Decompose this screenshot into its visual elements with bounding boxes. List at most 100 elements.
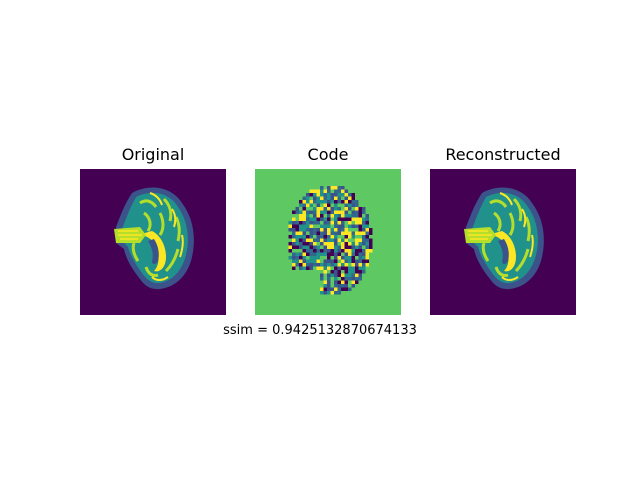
code-pixel [295,221,299,225]
code-pixel [355,228,359,232]
code-pixel [348,263,352,267]
code-pixel [348,259,352,263]
code-pixel [292,235,296,239]
code-pixel [334,207,338,211]
code-pixel [351,210,355,214]
code-pixel [351,200,355,204]
code-pixel [323,214,327,218]
code-pixel [330,217,334,221]
code-pixel [358,245,362,249]
code-pixel [341,245,345,249]
code-pixel [348,207,352,211]
code-pixel [288,238,292,242]
code-pixel [365,228,369,232]
code-pixel [323,280,327,284]
code-pixel [334,214,338,218]
code-pixel [362,235,366,239]
code-pixel [341,210,345,214]
code-pixel [358,221,362,225]
code-pixel [320,291,324,295]
code-pixel [351,207,355,211]
code-pixel [334,200,338,204]
code-pixel [344,252,348,256]
code-pixel [302,196,306,200]
code-pixel [327,196,331,200]
code-pixel [327,273,331,277]
code-pixel [309,231,313,235]
code-pixel [316,245,320,249]
code-pixel [362,270,366,274]
original-image [80,169,226,315]
code-pixel [344,231,348,235]
code-pixel [365,214,369,218]
code-pixel [288,228,292,232]
code-pixel [351,259,355,263]
code-pixel [327,249,331,253]
code-pixel [320,186,324,190]
code-pixel [337,207,341,211]
code-pixel [302,231,306,235]
code-pixel [334,231,338,235]
code-pixel [341,193,345,197]
code-pixel [337,284,341,288]
code-pixel [344,266,348,270]
code-pixel [344,210,348,214]
code-pixel [320,221,324,225]
code-pixel [351,252,355,256]
code-pixel [351,231,355,235]
code-pixel [292,245,296,249]
code-pixel [327,214,331,218]
code-pixel [341,277,345,281]
code-pixel [341,235,345,239]
code-pixel [355,259,359,263]
code-pixel [351,221,355,225]
code-pixel [358,277,362,281]
code-pixel [351,245,355,249]
code-pixel [358,263,362,267]
code-pixel [323,270,327,274]
code-pixel [355,266,359,270]
code-pixel [320,235,324,239]
code-pixel [323,207,327,211]
code-pixel [295,238,299,242]
code-pixel [355,207,359,211]
code-pixel [320,193,324,197]
code-pixel [299,228,303,232]
code-pixel [355,256,359,260]
code-pixel [341,287,345,291]
code-pixel [344,270,348,274]
code-pixel [334,203,338,207]
code-pixel [316,224,320,228]
code-pixel [341,228,345,232]
code-pixel [348,270,352,274]
code-pixel [365,256,369,260]
code-pixel [313,231,317,235]
code-pixel [299,203,303,207]
code-pixel [344,203,348,207]
code-pixel [355,280,359,284]
code-pixel [323,231,327,235]
code-pixel [362,217,366,221]
code-pixel [330,221,334,225]
code-pixel [341,284,345,288]
code-pixel [313,189,317,193]
reconstructed-brain-scan [430,169,576,315]
code-pixel [334,291,338,295]
code-pixel [320,214,324,218]
code-pixel [327,256,331,260]
code-pixel [344,263,348,267]
code-pixel [330,291,334,295]
code-pixel [302,259,306,263]
code-pixel [362,228,366,232]
code-pixel [334,242,338,246]
code-pixel [369,238,373,242]
code-pixel [316,249,320,253]
code-pixel [337,193,341,197]
code-pixel [288,224,292,228]
code-pixel [330,252,334,256]
code-pixel [365,252,369,256]
code-pixel [299,207,303,211]
code-pixel [299,242,303,246]
code-pixel [355,200,359,204]
code-pixel [299,210,303,214]
